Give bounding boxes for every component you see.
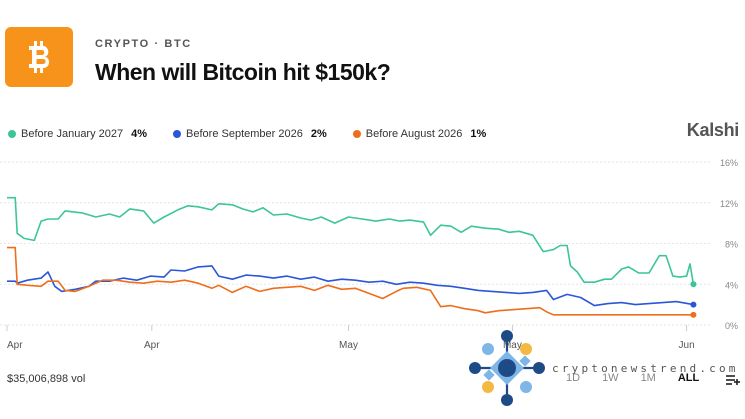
legend-label: Before September 2026 bbox=[186, 128, 303, 140]
volume-label: $35,006,898 vol bbox=[7, 373, 86, 385]
legend-dot bbox=[173, 130, 182, 138]
bitcoin-logo-icon bbox=[5, 27, 73, 87]
series-line bbox=[7, 246, 694, 316]
series-line bbox=[7, 265, 694, 307]
y-tick-label: 12% bbox=[720, 199, 738, 209]
market-header: CRYPTO · BTC When will Bitcoin hit $150k… bbox=[5, 27, 740, 87]
x-tick-label: May bbox=[503, 340, 522, 351]
y-tick-label: 0% bbox=[725, 321, 738, 331]
range-1m[interactable]: 1M bbox=[640, 372, 656, 384]
series-endpoint-dot bbox=[690, 281, 697, 288]
network-logo-icon bbox=[469, 330, 545, 406]
kalshi-brand[interactable]: Kalshi bbox=[686, 120, 740, 140]
y-tick-label: 16% bbox=[720, 158, 738, 168]
legend-percent: 1% bbox=[470, 128, 487, 140]
watermark-text: cryptonewstrend.com bbox=[552, 362, 739, 375]
range-selector: 1D 1W 1M ALL bbox=[566, 372, 721, 384]
range-1w[interactable]: 1W bbox=[602, 372, 619, 384]
series-endpoint-dot bbox=[690, 301, 697, 308]
range-1d[interactable]: 1D bbox=[566, 372, 581, 384]
legend-item-jan-2027[interactable]: Before January 2027 4% bbox=[8, 127, 147, 141]
market-category: CRYPTO · BTC bbox=[95, 38, 192, 50]
add-list-icon[interactable] bbox=[726, 372, 740, 386]
x-tick-label: Apr bbox=[7, 340, 23, 351]
legend-dot bbox=[8, 130, 16, 138]
legend-item-aug-2026[interactable]: Before August 2026 1% bbox=[352, 127, 487, 141]
series-endpoint-dot bbox=[690, 311, 697, 318]
legend-item-sep-2026[interactable]: Before September 2026 2% bbox=[173, 127, 327, 141]
bitcoin-symbol-icon bbox=[29, 41, 50, 73]
legend-label: Before January 2027 bbox=[21, 128, 124, 140]
x-tick-label: Apr bbox=[144, 340, 160, 351]
series-line bbox=[7, 196, 695, 285]
legend-label: Before August 2026 bbox=[365, 128, 463, 140]
legend-percent: 4% bbox=[131, 128, 148, 140]
y-tick-label: 8% bbox=[725, 240, 738, 250]
chart-legend: Before January 2027 4% Before September … bbox=[8, 127, 512, 141]
range-all[interactable]: ALL bbox=[677, 372, 700, 384]
x-tick-label: Jun bbox=[679, 340, 695, 351]
page-title: When will Bitcoin hit $150k? bbox=[95, 59, 391, 85]
legend-percent: 2% bbox=[310, 128, 327, 140]
y-tick-label: 4% bbox=[725, 280, 738, 290]
probability-chart[interactable]: 0% 4% 8% 12% 16% Apr Apr May May Jun bbox=[0, 150, 745, 365]
legend-dot bbox=[352, 130, 361, 138]
x-tick-label: May bbox=[339, 340, 358, 351]
